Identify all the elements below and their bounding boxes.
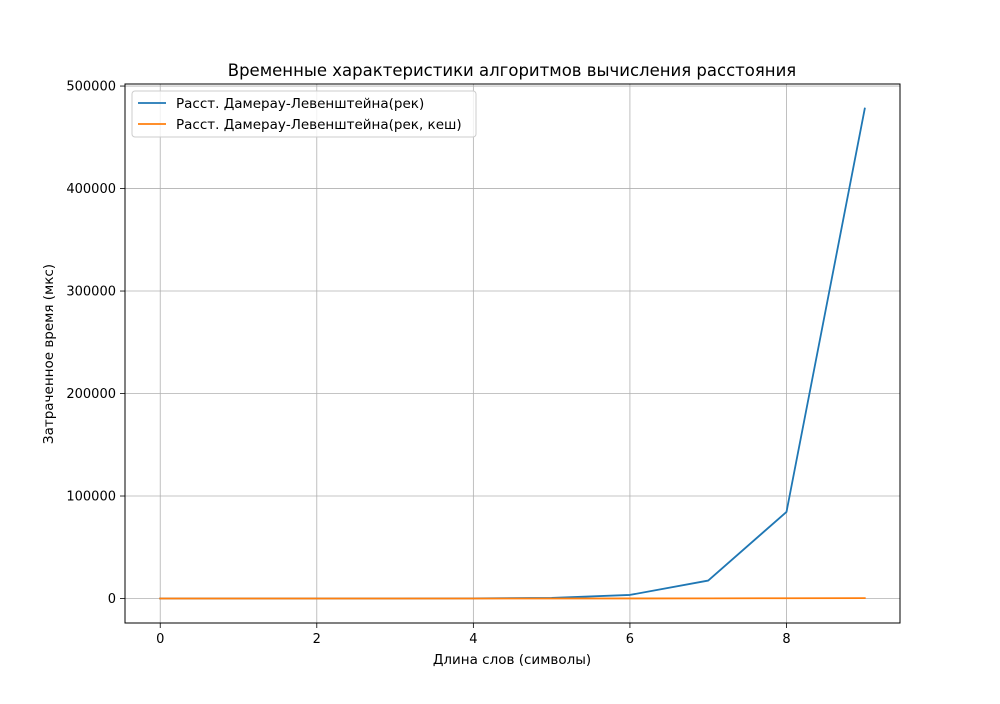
y-axis-label: Затраченное время (мкс)	[41, 264, 57, 444]
x-tick-label: 6	[626, 632, 634, 647]
y-tick-label: 200000	[66, 387, 116, 402]
legend: Расст. Дамерау-Левенштейна(рек) Расст. Да…	[132, 91, 476, 137]
grid-lines	[125, 84, 900, 623]
x-tick-label: 8	[782, 632, 790, 647]
legend-label-1: Расст. Дамерау-Левенштейна(рек)	[176, 96, 424, 112]
axes-frame	[125, 84, 900, 623]
chart-title: Временные характеристики алгоритмов вычи…	[228, 61, 797, 80]
legend-label-2: Расст. Дамерау-Левенштейна(рек, кеш)	[176, 117, 462, 133]
x-axis-label: Длина слов (символы)	[433, 652, 591, 668]
y-tick-label: 300000	[66, 285, 116, 300]
y-tick-label: 0	[108, 592, 116, 607]
x-tick-label: 0	[156, 632, 164, 647]
series-lines	[160, 109, 865, 599]
axis-ticks: 0 2 4 6 8 0 100000 200000 300000 400000 500000	[66, 80, 790, 647]
y-tick-label: 500000	[66, 80, 116, 95]
x-tick-label: 2	[313, 632, 321, 647]
y-tick-label: 100000	[66, 490, 116, 505]
y-tick-label: 400000	[66, 182, 116, 197]
x-tick-label: 4	[469, 632, 477, 647]
series-line-1	[160, 109, 865, 599]
